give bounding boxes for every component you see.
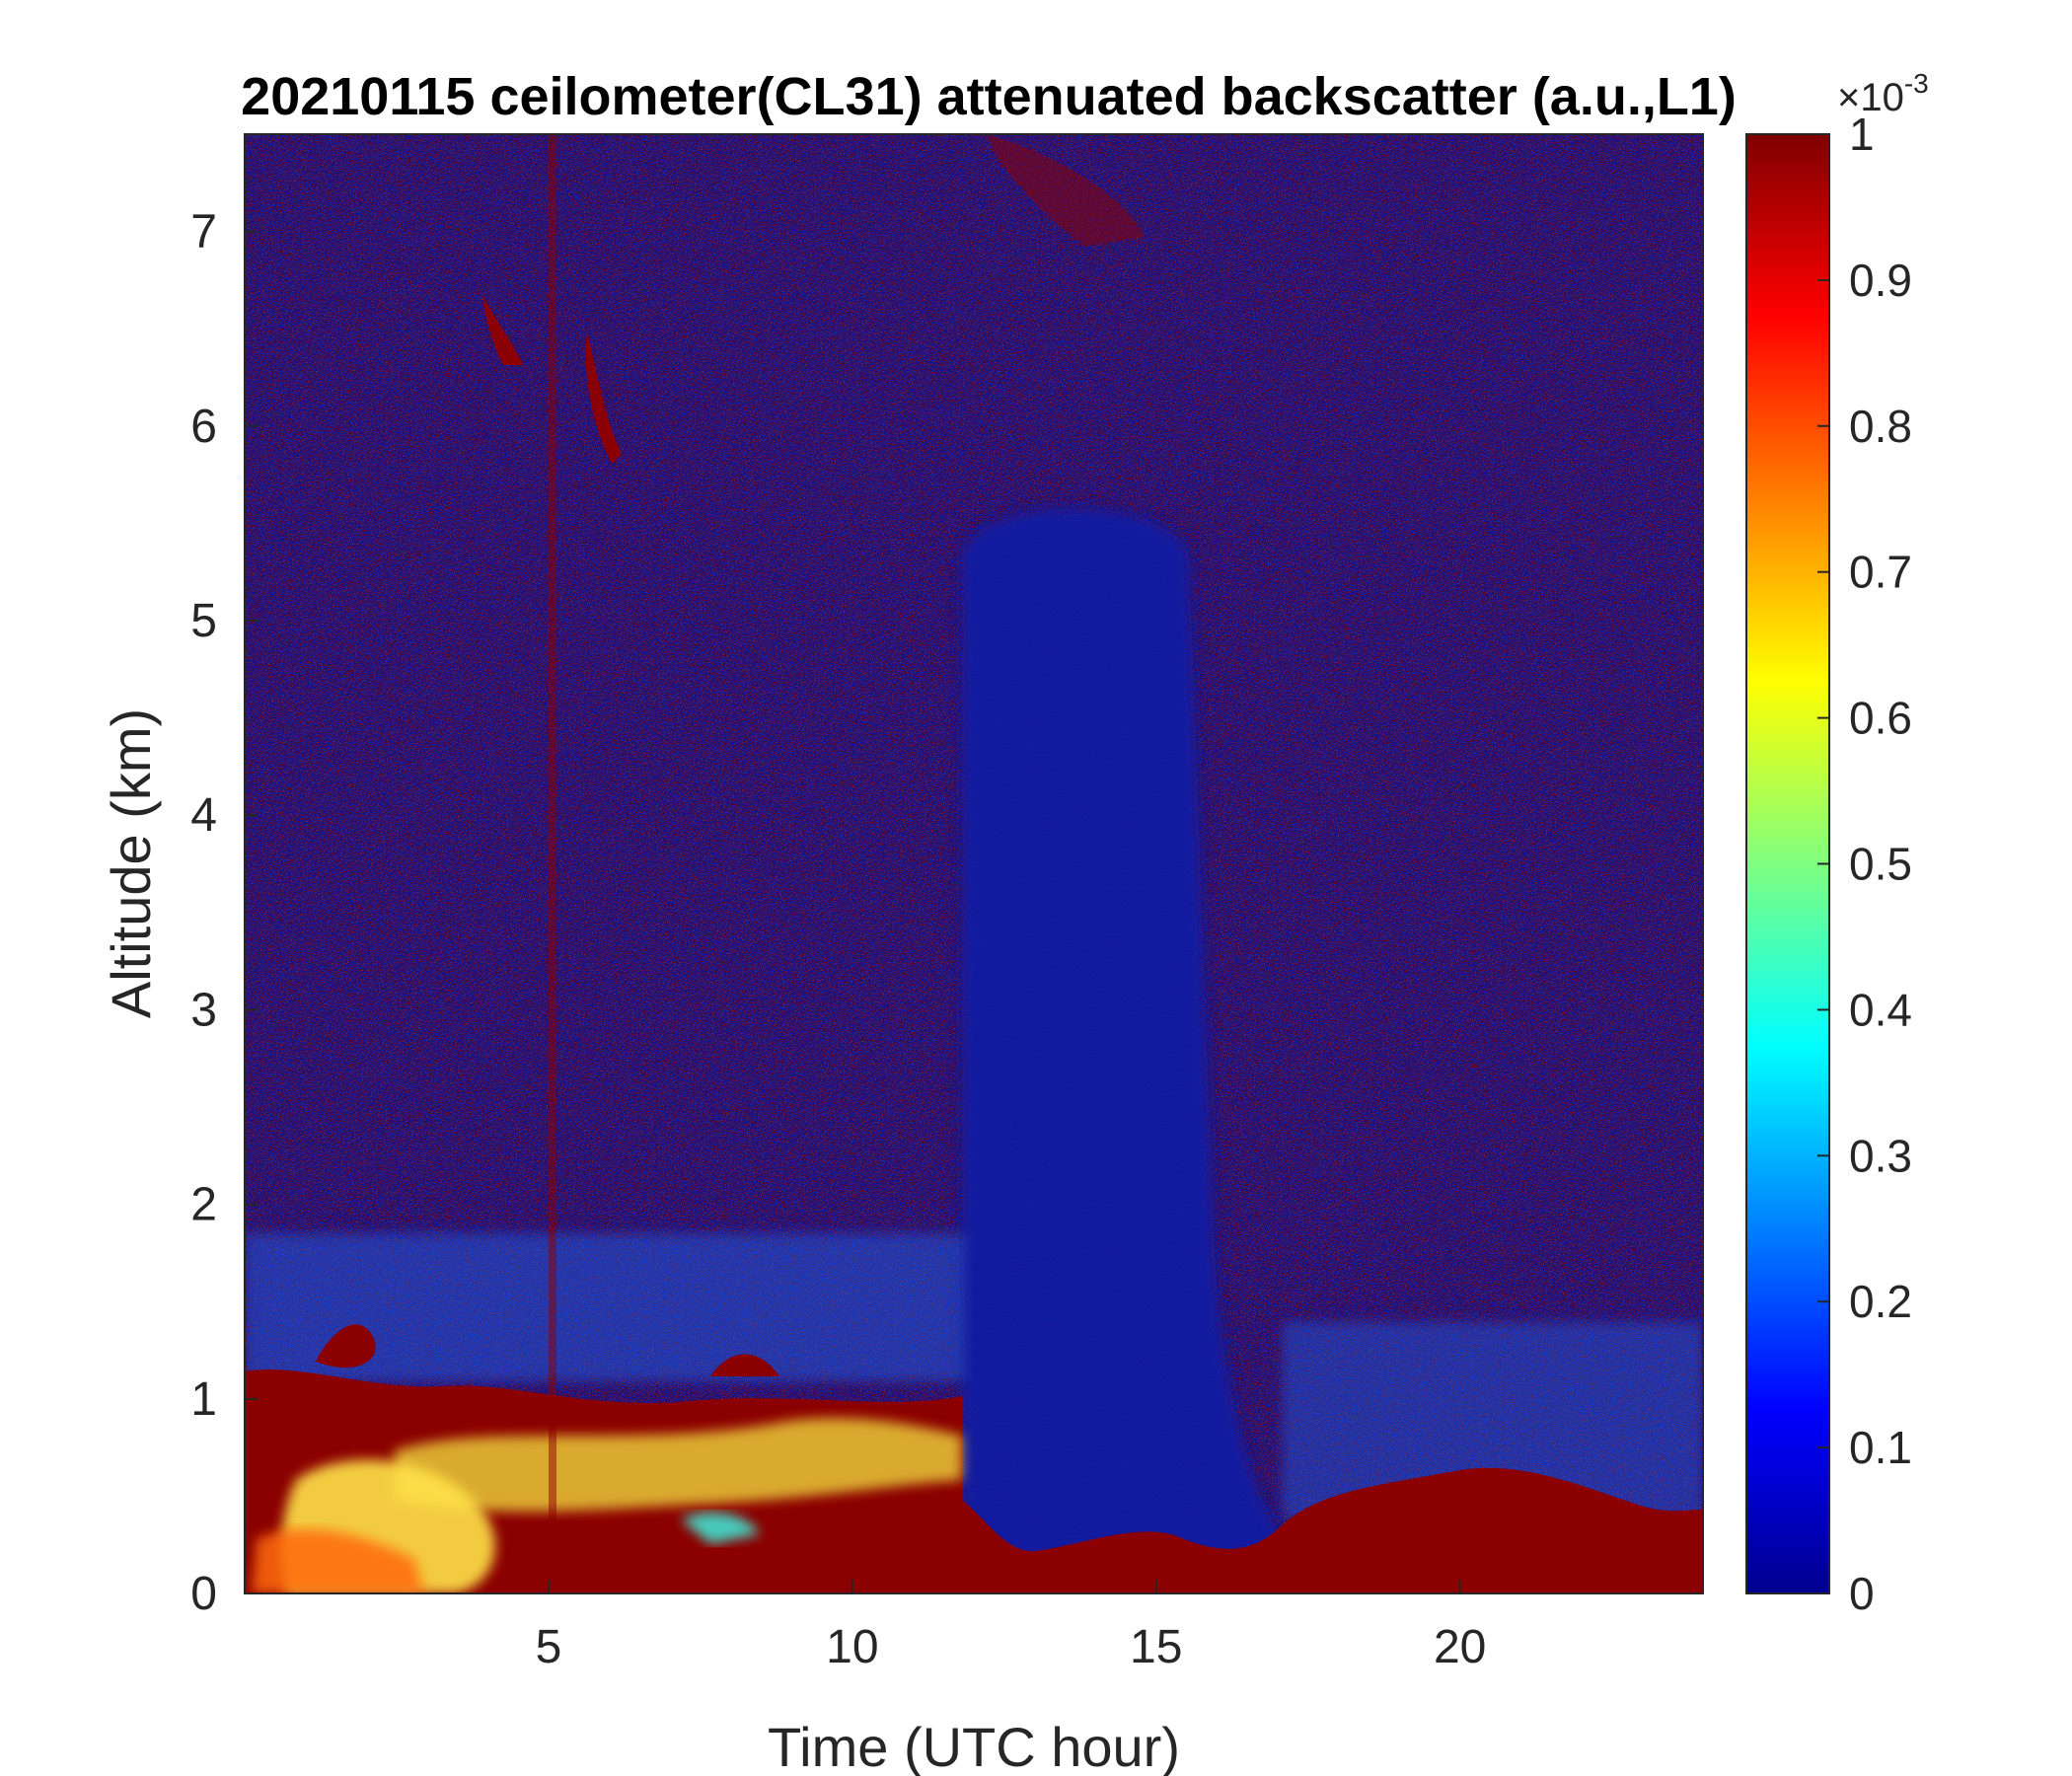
x-tick-label: 5 [536,1621,562,1673]
x-axis-label: Time (UTC hour) [768,1716,1180,1776]
colorbar-tick-label: 0.6 [1849,693,1912,744]
plot-frame [244,133,1704,1594]
y-axis: 0 1 2 3 4 5 6 7 [190,206,259,1620]
colorbar-ticks: 0 0.1 0.2 0.3 0.4 0.5 0.6 0.7 0.8 0.9 1 [1817,109,1912,1619]
colorbar-tick-label: 0.2 [1849,1276,1912,1327]
y-axis-label: Altitude (km) [100,708,162,1018]
colorbar-tick-label: 1 [1849,109,1875,160]
x-tick-label: 20 [1434,1621,1486,1673]
backscatter-heatmap [245,134,1703,1593]
y-tick-label: 6 [190,401,217,453]
colorbar-tick-label: 0.3 [1849,1130,1912,1181]
x-tick-label: 15 [1130,1621,1182,1673]
colorbar-tick-label: 0.8 [1849,401,1912,452]
colorbar-tick-label: 0.9 [1849,255,1912,306]
y-tick-label: 0 [190,1568,217,1620]
colorbar-tick-label: 0 [1849,1568,1875,1619]
y-tick-label: 7 [190,206,217,259]
colorbar-tick-label: 0.4 [1849,984,1912,1035]
x-axis: 5 10 15 20 [536,1580,1486,1673]
y-tick-label: 4 [190,789,217,842]
y-tick-label: 3 [190,984,217,1036]
x-tick-label: 10 [826,1621,878,1673]
colorbar-multiplier: ×10-3 [1837,68,1929,119]
y-tick-label: 2 [190,1179,217,1231]
colorbar-tick-label: 0.7 [1849,547,1912,598]
colorbar-tick-label: 0.5 [1849,839,1912,890]
chart-title: 20210115 ceilometer(CL31) attenuated bac… [241,67,1737,126]
colorbar [1745,133,1830,1594]
colorbar-tick-label: 0.1 [1849,1422,1912,1473]
y-tick-label: 5 [190,595,217,647]
y-tick-label: 1 [190,1373,217,1426]
